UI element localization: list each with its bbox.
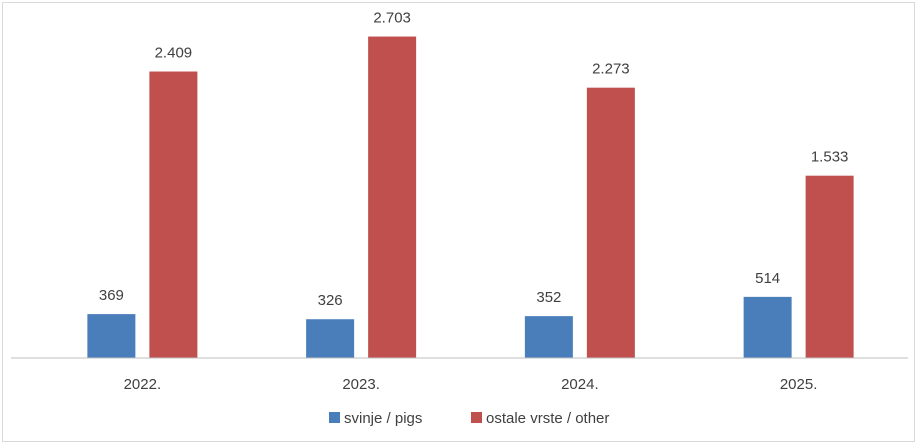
bar-pigs-0 [87,314,136,358]
bar-other-3 [805,175,854,358]
legend-label-other: ostale vrste / other [486,410,609,427]
data-label-pigs-2: 352 [536,289,561,306]
legend-label-pigs: svinje / pigs [344,410,422,427]
data-labels-layer: 369 2.409 326 2.703 352 2.273 514 1.533 [99,10,849,310]
x-tick-label-3: 2025. [780,376,818,393]
data-label-pigs-3: 514 [755,270,780,287]
legend: svinje / pigs ostale vrste / other [329,410,609,427]
bar-other-0 [149,71,198,358]
x-tick-labels-layer: 2022. 2023. 2024. 2025. [124,376,818,393]
legend-swatch-other [471,412,482,423]
bars-layer [87,36,854,358]
bar-other-2 [586,87,635,358]
data-label-other-2: 2.273 [592,61,630,78]
bar-pigs-1 [306,319,355,358]
x-tick-label-0: 2022. [124,376,162,393]
bar-pigs-2 [524,316,573,358]
x-tick-label-2: 2024. [561,376,599,393]
bar-other-1 [368,36,417,358]
data-label-other-0: 2.409 [155,45,193,62]
data-label-pigs-0: 369 [99,287,124,304]
bar-pigs-3 [743,296,792,358]
data-label-pigs-1: 326 [318,292,343,309]
legend-swatch-pigs [329,412,340,423]
data-label-other-1: 2.703 [373,10,411,27]
data-label-other-3: 1.533 [811,149,849,166]
x-tick-label-1: 2023. [342,376,380,393]
